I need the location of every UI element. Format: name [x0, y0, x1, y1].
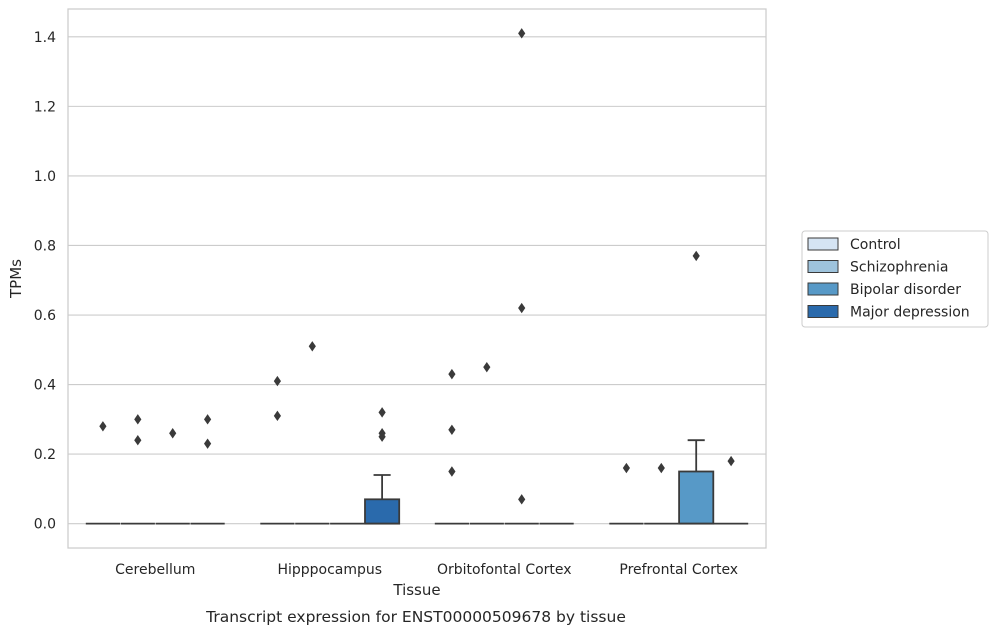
y-tick-label: 1.4	[34, 30, 56, 46]
outlier-point	[483, 361, 491, 373]
outlier-points	[99, 28, 735, 505]
legend-swatch	[807, 282, 839, 296]
outlier-point	[727, 455, 735, 467]
y-axis-ticks: 0.0 0.2 0.4 0.6 0.8 1.0 1.2 1.4	[34, 30, 56, 533]
outlier-point	[273, 375, 281, 387]
legend: Control Schizophrenia Bipolar disorder Majo…	[801, 230, 989, 328]
y-tick-label: 1.2	[34, 99, 56, 115]
outlier-point	[518, 28, 526, 39]
y-tick-label: 0.8	[34, 238, 56, 254]
x-axis-ticks: Cerebellum Hipppocampus Orbitofontal Corte…	[115, 562, 738, 578]
plot-frame	[67, 8, 767, 549]
outlier-point	[657, 462, 665, 474]
outlier-point	[308, 341, 316, 352]
y-tick-label: 0.2	[34, 447, 56, 463]
box-body	[678, 470, 715, 525]
outlier-point	[448, 368, 456, 380]
y-tick-label: 0.4	[34, 378, 56, 394]
legend-frame	[801, 230, 989, 328]
outlier-point	[622, 462, 630, 474]
outlier-point	[518, 494, 526, 505]
y-tick-label: 0.6	[34, 308, 56, 324]
outlier-point	[169, 428, 177, 439]
grid-lines	[68, 36, 766, 525]
outlier-point	[448, 466, 456, 477]
outlier-point	[99, 421, 107, 432]
y-tick-label: 0.0	[34, 517, 56, 533]
x-axis-label: Tissue	[392, 581, 440, 599]
x-tick-label: Cerebellum	[115, 562, 195, 578]
legend-label: Bipolar disorder	[850, 282, 961, 298]
y-axis-label: TPMs	[7, 259, 25, 299]
x-tick-label: Hipppocampus	[277, 562, 382, 578]
x-tick-label: Orbitofontal Cortex	[437, 562, 572, 578]
legend-swatch	[807, 260, 839, 273]
x-tick-label: Prefrontal Cortex	[619, 562, 738, 578]
outlier-point	[204, 438, 212, 449]
legend-label: Major depression	[850, 305, 970, 321]
box-body	[364, 498, 401, 525]
legend-label: Schizophrenia	[850, 260, 948, 276]
outlier-point	[378, 407, 386, 418]
outlier-point	[273, 410, 281, 422]
outlier-point	[204, 414, 212, 425]
legend-label: Control	[850, 237, 901, 253]
outlier-point	[448, 424, 456, 435]
outlier-point	[692, 250, 700, 262]
y-tick-label: 1.0	[34, 169, 56, 185]
chart-caption: Transcript expression for ENST0000050967…	[205, 608, 626, 626]
box-series	[85, 439, 749, 525]
outlier-point	[134, 414, 142, 425]
outlier-point	[134, 435, 142, 446]
legend-swatch	[807, 305, 839, 318]
legend-swatch	[807, 237, 839, 251]
outlier-point	[518, 302, 526, 314]
outlier-point	[378, 431, 386, 442]
